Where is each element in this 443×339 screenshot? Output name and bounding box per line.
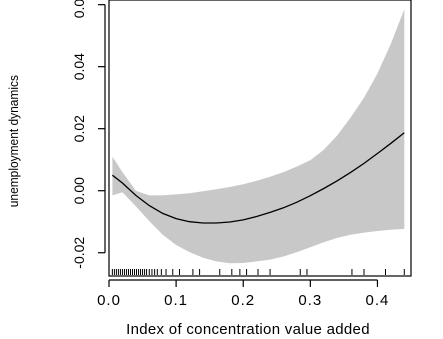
x-tick-label: 0.4 <box>366 292 390 309</box>
y-tick-label: 0.02 <box>71 115 87 142</box>
fit-line <box>112 132 405 224</box>
y-tick-label: 0.06 <box>71 0 87 18</box>
x-tick-label: 0.2 <box>231 292 255 309</box>
confidence-band <box>112 9 405 264</box>
y-tick-label: 0.04 <box>71 53 87 80</box>
y-axis-label: unemployment dynamics <box>7 75 22 207</box>
x-tick-label: 0.3 <box>298 292 322 309</box>
x-axis-label: Index of concentration value added <box>126 321 370 338</box>
rug-marks <box>111 269 405 275</box>
plot-frame <box>108 0 412 277</box>
y-axis: -0.02 0.00 0.02 0.04 0.06 <box>71 0 106 269</box>
plot-area <box>108 0 412 277</box>
y-tick-label: -0.02 <box>71 237 87 269</box>
x-tick-label: 0.0 <box>97 292 121 309</box>
x-axis: 0.0 0.1 0.2 0.3 0.4 <box>97 279 390 309</box>
x-tick-label: 0.1 <box>164 292 188 309</box>
y-tick-label: 0.00 <box>71 177 87 204</box>
